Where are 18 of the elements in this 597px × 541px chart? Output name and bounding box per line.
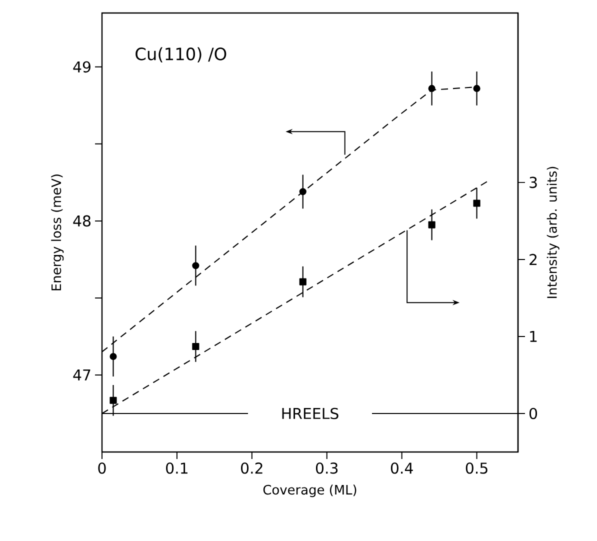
y-tick-label: 48 [73,215,90,227]
y2-axis-title: Intensity (arb. units) [546,166,560,298]
x-tick-label: 0 [98,462,106,474]
y2-tick-label: 2 [530,254,537,265]
y-tick-label: 47 [73,370,90,380]
x-tick-label: 0.5 [466,462,488,474]
y2-tick-label: 0 [529,408,538,420]
x-tick-label: 0.3 [316,462,338,474]
x-tick-label: 0.2 [241,462,262,474]
x-axis-title: Coverage (ML) [263,484,356,498]
y-axis-title: Energy loss (meV) [51,174,64,290]
y2-tick-label: 3 [530,176,537,188]
ref-line-label: HREELS [282,408,338,420]
y-tick-label: 49 [73,61,90,73]
annotation: Cu(110) /O [136,47,226,62]
y2-tick-label: 1 [530,331,537,342]
x-tick-label: 0.1 [166,462,188,474]
x-tick-label: 0.4 [390,462,413,474]
